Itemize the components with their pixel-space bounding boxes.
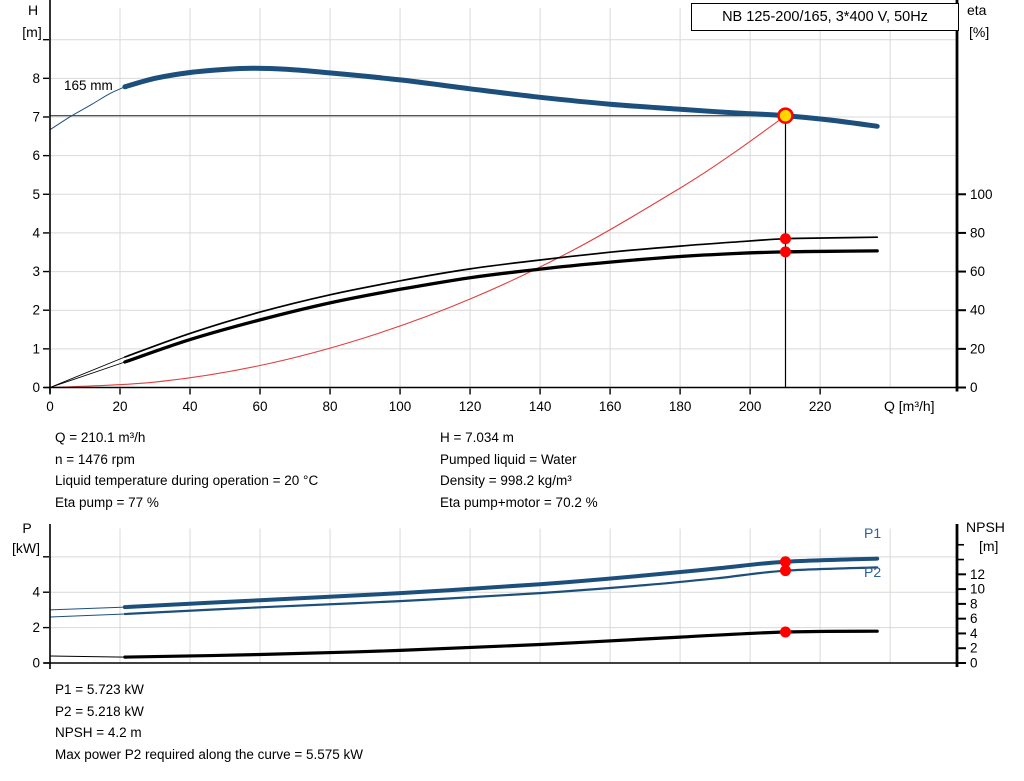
- eta-axis-label: eta: [967, 2, 987, 18]
- info-line-p1: P1 = 5.723 kW: [55, 682, 144, 697]
- tick-label: 60: [253, 399, 268, 414]
- tick-label: 80: [970, 225, 985, 240]
- tick-label: 6: [970, 611, 978, 626]
- tick-label: 160: [599, 399, 622, 414]
- tick-label: 220: [809, 399, 832, 414]
- info-line-p2: P2 = 5.218 kW: [55, 703, 144, 719]
- tick-label: 0: [970, 380, 978, 395]
- h-axis-label: H: [27, 2, 39, 18]
- eta-pump-curve: [124, 236, 879, 358]
- impeller-diameter-label: 165 mm: [64, 78, 113, 93]
- head-curve-lead: [49, 86, 126, 131]
- tick-label: 40: [970, 303, 985, 318]
- h-axis-unit: [m]: [22, 24, 42, 40]
- npsh-point: [779, 626, 791, 638]
- tick-label: 4: [32, 585, 40, 600]
- info-line-eta-total: Eta pump+motor = 70.2 %: [440, 494, 598, 510]
- info-line-npsh: NPSH = 4.2 m: [55, 725, 142, 741]
- tick-label: 0: [46, 399, 54, 414]
- info-line-q: Q = 210.1 m³/h: [55, 430, 146, 445]
- p2-point: [779, 565, 791, 577]
- tick-label: 40: [183, 399, 198, 414]
- npsh-curve: [123, 629, 879, 659]
- info-line-temp: Liquid temperature during operation = 20…: [55, 473, 319, 489]
- eta-pump-motor-curve: [123, 249, 879, 364]
- tick-label: 0: [970, 656, 978, 671]
- tick-label: 20: [112, 399, 127, 414]
- info-line-h: H = 7.034 m: [440, 430, 514, 445]
- info-line-maxp: Max power P2 required along the curve = …: [55, 746, 364, 762]
- q-axis-label: Q [m³/h]: [884, 398, 935, 414]
- p1-point: [779, 556, 791, 568]
- eta-axis-unit: [%]: [969, 24, 990, 40]
- eta-pump-point: [779, 233, 791, 245]
- info-line-density: Density = 998.2 kg/m³: [440, 473, 572, 489]
- power-info-column: P1 = 5.723 kW P2 = 5.218 kW NPSH = 4.2 m…: [55, 679, 363, 765]
- p1-curve: [122, 556, 880, 610]
- tick-label: 0: [32, 380, 40, 395]
- p2-curve-lead: [49, 613, 126, 618]
- head-curve-165mm: [122, 65, 880, 129]
- tick-label: 140: [529, 399, 552, 414]
- tick-label: 12: [970, 567, 985, 582]
- tick-label: 200: [739, 399, 762, 414]
- tick-label: 120: [459, 399, 482, 414]
- tick-label: 8: [32, 71, 40, 86]
- tick-label: 6: [32, 148, 40, 163]
- tick-label: 4: [970, 626, 978, 641]
- duty-info-right-column: H = 7.034 m Pumped liquid = Water Densit…: [440, 427, 598, 513]
- info-line-eta: Eta pump = 77 %: [55, 494, 159, 510]
- npsh-curve-lead: [49, 655, 126, 658]
- tick-label: 4: [32, 225, 40, 240]
- tick-label: 2: [32, 620, 40, 635]
- eta-pump-motor-point: [779, 246, 791, 258]
- pump-designation-box: NB 125-200/165, 3*400 V, 50Hz: [691, 3, 959, 31]
- p-axis-unit: [kW]: [12, 540, 40, 556]
- tick-label: 7: [32, 109, 40, 124]
- duty-point[interactable]: [777, 107, 794, 124]
- tick-label: 180: [669, 399, 692, 414]
- tick-label: 10: [970, 582, 985, 597]
- tick-label: 2: [970, 641, 978, 656]
- duty-info-left-column: Q = 210.1 m³/h n = 1476 rpm Liquid tempe…: [55, 427, 318, 513]
- system-curve: [49, 115, 787, 389]
- tick-label: 20: [970, 341, 985, 356]
- p-axis-label: P: [22, 520, 32, 536]
- p2-curve: [123, 566, 879, 616]
- p2-curve-label: P2: [864, 564, 882, 580]
- eta-pump-lead: [49, 356, 126, 388]
- tick-label: 80: [323, 399, 338, 414]
- info-line-liquid: Pumped liquid = Water: [440, 451, 577, 467]
- p1-curve-label: P1: [864, 525, 882, 541]
- tick-label: 5: [32, 187, 40, 202]
- tick-label: 8: [970, 596, 978, 611]
- p1-curve-lead: [49, 606, 126, 611]
- tick-label: 0: [32, 656, 40, 671]
- tick-label: 1: [32, 341, 40, 356]
- tick-label: 2: [32, 303, 40, 318]
- tick-label: 60: [970, 264, 985, 279]
- tick-label: 100: [970, 187, 993, 202]
- info-line-n: n = 1476 rpm: [55, 451, 135, 467]
- tick-label: 100: [389, 399, 412, 414]
- eta-pump-motor-lead: [49, 361, 126, 388]
- npsh-axis-unit: [m]: [979, 538, 999, 554]
- npsh-axis-label: NPSH: [966, 519, 1005, 535]
- tick-label: 3: [32, 264, 40, 279]
